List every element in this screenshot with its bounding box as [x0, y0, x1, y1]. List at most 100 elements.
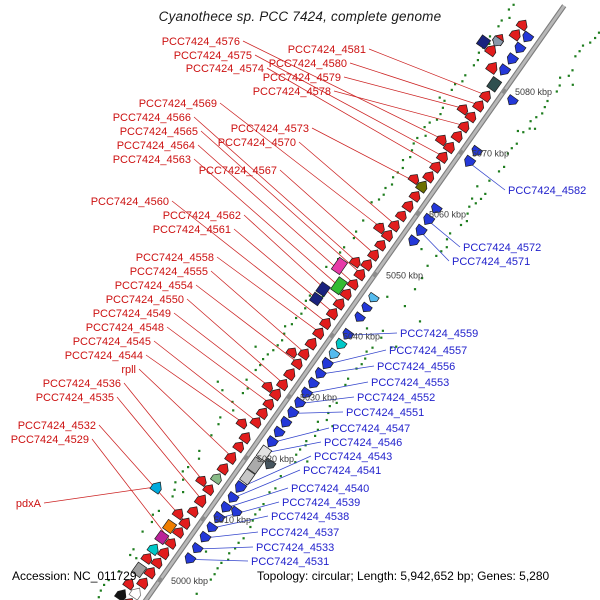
gene-label[interactable]: PCC7424_4570 [218, 137, 296, 149]
gene-glyph[interactable] [457, 121, 470, 134]
gene-glyph[interactable] [423, 212, 436, 226]
gene-label[interactable]: PCC7424_4564 [117, 140, 195, 152]
gene-glyph[interactable] [157, 547, 170, 561]
gene-glyph[interactable] [348, 256, 361, 269]
gene-label[interactable]: PCC7424_4556 [377, 361, 455, 373]
gene-glyph[interactable] [199, 530, 212, 543]
gene-glyph[interactable] [195, 475, 207, 487]
gene-label[interactable]: PCC7424_4582 [508, 185, 586, 197]
gene-label[interactable]: PCC7424_4576 [162, 36, 240, 48]
gene-glyph[interactable] [315, 366, 327, 379]
gene-glyph[interactable] [162, 518, 178, 535]
gene-label[interactable]: PCC7424_4552 [357, 392, 435, 404]
gene-label[interactable]: PCC7424_4529 [11, 434, 89, 446]
gene-label[interactable]: rpll [121, 364, 136, 376]
gene-label[interactable]: PCC7424_4560 [91, 196, 169, 208]
gene-label[interactable]: PCC7424_4558 [136, 252, 214, 264]
gene-glyph[interactable] [264, 457, 277, 470]
gene-label[interactable]: PCC7424_4578 [253, 86, 331, 98]
gene-glyph[interactable] [315, 281, 331, 298]
gene-glyph[interactable] [485, 61, 498, 75]
gene-glyph[interactable] [297, 348, 310, 361]
gene-label[interactable]: PCC7424_4541 [303, 465, 381, 477]
gene-glyph[interactable] [209, 473, 222, 486]
gene-label[interactable]: PCC7424_4567 [199, 165, 277, 177]
gene-glyph[interactable] [261, 381, 273, 393]
gene-glyph[interactable] [506, 52, 519, 65]
gene-glyph[interactable] [360, 259, 373, 272]
gene-glyph[interactable] [146, 543, 159, 557]
gene-glyph[interactable] [255, 407, 268, 421]
gene-glyph[interactable] [290, 358, 303, 371]
gene-glyph[interactable] [508, 29, 521, 42]
gene-glyph[interactable] [472, 100, 485, 113]
gene-glyph[interactable] [268, 388, 282, 402]
gene-glyph[interactable] [478, 90, 491, 103]
gene-glyph[interactable] [484, 44, 497, 58]
gene-glyph[interactable] [372, 222, 385, 235]
gene-glyph[interactable] [227, 491, 240, 503]
gene-glyph[interactable] [285, 347, 297, 359]
gene-glyph[interactable] [287, 405, 300, 419]
gene-label[interactable]: PCC7424_4547 [332, 423, 410, 435]
gene-glyph[interactable] [301, 386, 314, 399]
gene-glyph[interactable] [486, 76, 503, 93]
gene-glyph[interactable] [143, 567, 156, 580]
gene-glyph[interactable] [522, 30, 535, 43]
gene-glyph[interactable] [136, 577, 149, 590]
gene-glyph[interactable] [131, 561, 148, 579]
gene-glyph[interactable] [325, 308, 338, 321]
gene-label[interactable]: PCC7424_4548 [86, 322, 164, 334]
gene-glyph[interactable] [335, 337, 348, 350]
gene-glyph[interactable] [273, 425, 286, 438]
gene-glyph[interactable] [171, 508, 184, 521]
gene-glyph[interactable] [184, 552, 197, 564]
gene-label[interactable]: PCC7424_4532 [18, 420, 96, 432]
gene-label[interactable]: PCC7424_4574 [186, 63, 264, 75]
gene-label[interactable]: PCC7424_4540 [291, 483, 369, 495]
gene-label[interactable]: PCC7424_4538 [271, 511, 349, 523]
gene-label[interactable]: PCC7424_4550 [106, 294, 184, 306]
gene-glyph[interactable] [140, 553, 153, 565]
gene-glyph[interactable] [186, 506, 199, 519]
gene-glyph[interactable] [239, 468, 256, 486]
gene-glyph[interactable] [246, 456, 265, 475]
gene-glyph[interactable] [202, 484, 214, 497]
gene-glyph[interactable] [408, 234, 421, 247]
gene-glyph[interactable] [367, 249, 380, 262]
gene-glyph[interactable] [431, 202, 443, 214]
gene-glyph[interactable] [394, 210, 407, 223]
gene-glyph[interactable] [150, 557, 163, 570]
gene-label[interactable]: PCC7424_4563 [113, 154, 191, 166]
gene-glyph[interactable] [407, 174, 420, 186]
gene-label[interactable]: PCC7424_4551 [346, 407, 424, 419]
gene-glyph[interactable] [332, 298, 345, 311]
gene-glyph[interactable] [224, 451, 237, 465]
gene-label[interactable]: PCC7424_4565 [120, 126, 198, 138]
gene-glyph[interactable] [318, 317, 331, 331]
gene-glyph[interactable] [499, 63, 512, 76]
gene-label[interactable]: PCC7424_4545 [73, 336, 151, 348]
gene-label[interactable]: PCC7424_4571 [452, 256, 530, 268]
gene-glyph[interactable] [238, 432, 251, 445]
gene-label[interactable]: PCC7424_4553 [371, 377, 449, 389]
gene-glyph[interactable] [346, 279, 359, 291]
gene-glyph[interactable] [275, 378, 288, 392]
gene-label[interactable]: PCC7424_4555 [130, 266, 208, 278]
gene-glyph[interactable] [514, 41, 527, 54]
gene-glyph[interactable] [415, 223, 428, 237]
gene-glyph[interactable] [475, 34, 492, 50]
gene-glyph[interactable] [442, 141, 455, 155]
gene-glyph[interactable] [232, 441, 245, 454]
gene-glyph[interactable] [164, 538, 177, 550]
gene-glyph[interactable] [283, 368, 296, 382]
gene-glyph[interactable] [374, 240, 386, 252]
gene-glyph[interactable] [213, 510, 226, 524]
gene-glyph[interactable] [266, 435, 279, 448]
gene-glyph[interactable] [308, 291, 324, 307]
gene-label[interactable]: PCC7424_4543 [314, 451, 392, 463]
gene-glyph[interactable] [216, 463, 229, 476]
gene-glyph[interactable] [339, 288, 352, 301]
gene-glyph[interactable] [361, 301, 373, 313]
gene-glyph[interactable] [415, 180, 428, 194]
